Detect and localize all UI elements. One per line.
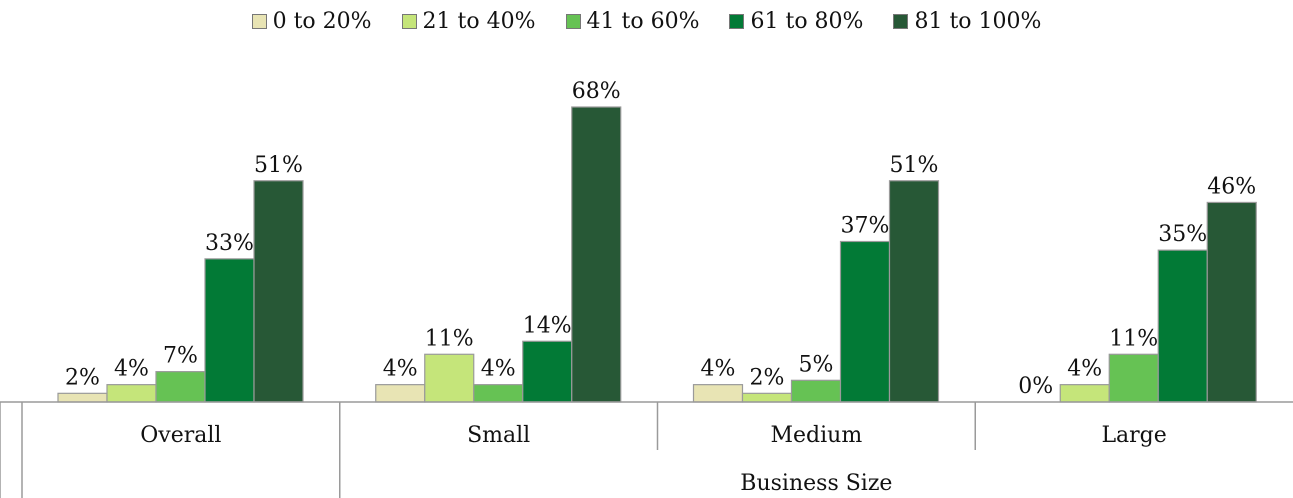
legend-item: 61 to 80% xyxy=(729,9,863,34)
legend-item: 21 to 40% xyxy=(401,8,536,34)
bar xyxy=(253,180,304,403)
legend-label: 61 to 80% xyxy=(750,8,864,34)
group-axis-label: Business Size xyxy=(740,471,892,496)
data-label: 2% xyxy=(750,365,785,390)
bar xyxy=(522,340,573,403)
legend-label: 0 to 20% xyxy=(272,8,372,34)
bar xyxy=(1206,201,1257,403)
data-label: 33% xyxy=(205,231,254,256)
legend-label: 81 to 100% xyxy=(914,8,1042,34)
category-label: Overall xyxy=(140,423,221,448)
legend-item: 0 to 20% xyxy=(251,8,372,34)
data-label: 4% xyxy=(701,357,736,382)
data-label: 11% xyxy=(425,326,474,351)
legend-item: 41 to 60% xyxy=(565,8,700,34)
data-label: 7% xyxy=(163,344,198,369)
bar xyxy=(375,384,426,403)
bar xyxy=(692,384,744,403)
bar xyxy=(1157,249,1208,403)
data-label: 4% xyxy=(114,357,149,382)
bar xyxy=(204,258,255,403)
bar xyxy=(1059,384,1110,403)
data-label: 4% xyxy=(383,357,418,382)
chart-legend: 0 to 20% 21 to 40% 41 to 60% 61 to 80% 81 to… xyxy=(0,6,1293,36)
bar xyxy=(473,384,524,403)
bar xyxy=(155,371,206,403)
data-label: 68% xyxy=(572,79,621,104)
data-label: 35% xyxy=(1158,222,1207,247)
bar xyxy=(106,384,157,403)
data-label: 5% xyxy=(799,352,834,377)
legend-label: 41 to 60% xyxy=(586,8,700,34)
bar xyxy=(57,392,108,403)
legend-swatch xyxy=(893,13,909,29)
category-label: Small xyxy=(467,423,530,448)
data-label: 4% xyxy=(1067,357,1102,382)
data-label: 51% xyxy=(890,153,939,178)
legend-swatch xyxy=(729,13,745,29)
data-label: 0% xyxy=(1018,374,1053,399)
legend-item: 81 to 100% xyxy=(893,9,1041,34)
bar xyxy=(424,353,475,403)
bar xyxy=(790,379,842,403)
data-label: 4% xyxy=(481,357,516,382)
data-label: 37% xyxy=(841,213,890,238)
bar xyxy=(741,392,793,403)
legend-swatch xyxy=(401,13,417,29)
data-label: 46% xyxy=(1207,174,1256,199)
data-label: 14% xyxy=(523,313,572,338)
data-label: 2% xyxy=(65,365,100,390)
bar xyxy=(571,106,622,403)
category-label: Large xyxy=(1101,423,1166,448)
legend-swatch xyxy=(251,13,267,29)
category-label: Medium xyxy=(771,423,863,448)
bar xyxy=(839,240,891,403)
data-label: 51% xyxy=(254,153,303,178)
legend-label: 21 to 40% xyxy=(422,8,536,34)
legend-swatch xyxy=(565,13,581,29)
data-label: 11% xyxy=(1109,326,1158,351)
bar xyxy=(1108,353,1159,403)
bar xyxy=(888,180,940,403)
